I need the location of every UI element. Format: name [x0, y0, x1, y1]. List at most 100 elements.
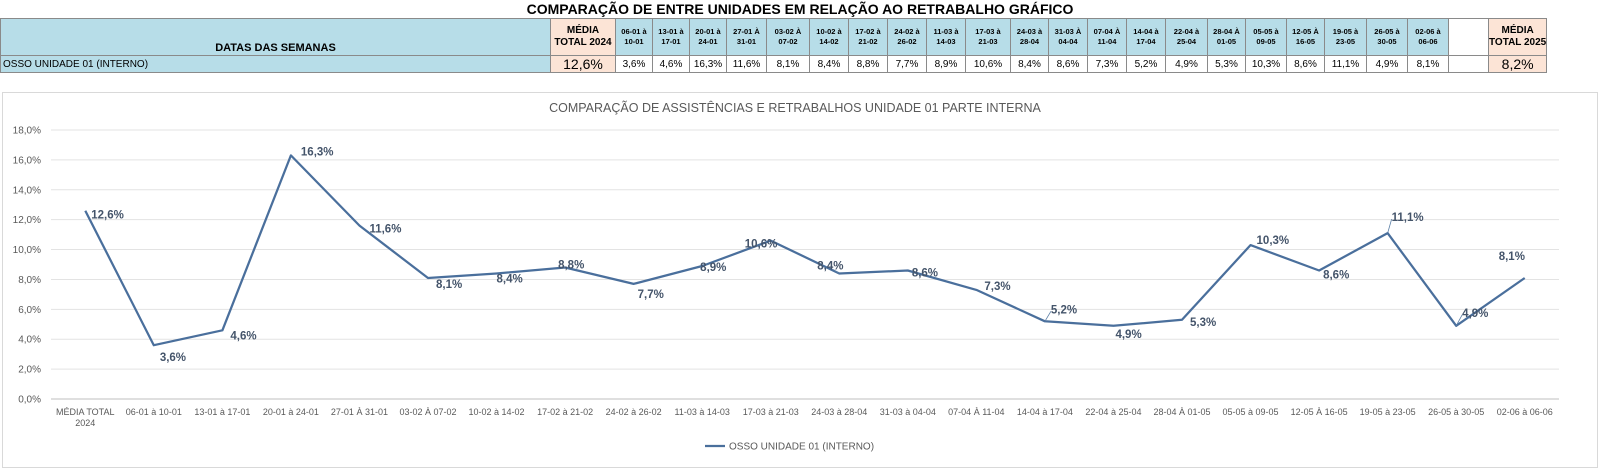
summary-table: DATAS DAS SEMANAS MÉDIA TOTAL 2024 06-01… [0, 18, 1548, 73]
week-header: 14-04 à 17-04 [1126, 18, 1166, 56]
week-header-line: 01-05 [1216, 37, 1237, 46]
avg-2025-header: MÉDIA TOTAL 2025 [1487, 18, 1548, 56]
week-value: 8,8% [848, 55, 888, 73]
data-label: 4,6% [230, 330, 256, 342]
y-tick-label: 2,0% [18, 365, 41, 376]
row-label: OSSO UNIDADE 01 (INTERNO) [0, 55, 551, 73]
week-header-line: 11-03 à [933, 27, 959, 36]
week-header: 03-02 À 07-02 [766, 18, 810, 56]
y-tick-label: 10,0% [13, 245, 41, 256]
week-value: 10,3% [1245, 55, 1287, 73]
data-label: 7,3% [984, 281, 1010, 293]
week-value: 16,3% [689, 55, 727, 73]
week-header: 31-03 À 04-04 [1048, 18, 1088, 56]
week-header-line: 07-04 À [1093, 27, 1121, 36]
week-header: 22-04 à 25-04 [1165, 18, 1208, 56]
week-header-line: 24-03 à [1016, 27, 1043, 36]
week-header-line: 06-01 à [621, 27, 647, 36]
y-tick-label: 12,0% [13, 215, 41, 226]
week-header-line: 13-01 à [658, 27, 684, 36]
x-tick-label: 17-02 à 21-02 [537, 407, 593, 417]
x-tick-label: 28-04 À 01-05 [1153, 407, 1210, 417]
week-value: 8,1% [766, 55, 810, 73]
week-header [1448, 18, 1489, 56]
week-header: 28-04 À 01-05 [1207, 18, 1246, 56]
week-value: 5,2% [1126, 55, 1166, 73]
week-header-line: 17-01 [661, 37, 681, 46]
week-header: 26-05 à 30-05 [1366, 18, 1408, 56]
data-label: 8,8% [558, 259, 584, 271]
week-header: 20-01 à 24-01 [689, 18, 727, 56]
week-header-line: 11-04 [1097, 37, 1117, 46]
data-label-leader [1387, 219, 1393, 234]
week-header-line: 28-04 À [1213, 27, 1240, 36]
week-value: 8,6% [1286, 55, 1325, 73]
week-header-line: 06-06 [1418, 37, 1438, 46]
week-header-line: 26-02 [897, 37, 917, 46]
data-label: 11,1% [1392, 212, 1424, 224]
data-label: 8,1% [1499, 251, 1525, 263]
avg-2025-value: 8,2% [1487, 55, 1548, 73]
y-tick-label: 14,0% [13, 185, 41, 196]
y-tick-label: 8,0% [18, 275, 41, 286]
week-header-line: 25-04 [1176, 37, 1197, 46]
y-tick-label: 18,0% [13, 126, 41, 137]
week-header-line: 17-02 à [855, 27, 881, 36]
data-label: 16,3% [301, 146, 334, 158]
data-label: 8,6% [912, 267, 938, 279]
x-tick-label: 24-03 à 28-04 [811, 407, 867, 417]
week-value: 10,6% [965, 55, 1011, 73]
week-header: 05-05 à 09-05 [1245, 18, 1287, 56]
week-header-line: 31-03 À [1054, 27, 1082, 36]
week-header: 12-05 À 16-05 [1286, 18, 1325, 56]
week-header: 06-01 à 10-01 [615, 18, 653, 56]
week-header-line: 14-03 [936, 37, 956, 46]
chart-area: COMPARAÇÃO DE ASSISTÊNCIAS E RETRABALHOS… [2, 92, 1598, 468]
week-header-line: 31-01 [736, 37, 757, 46]
week-header-line: 10-02 à [816, 27, 842, 36]
week-header: 17-03 à 21-03 [965, 18, 1011, 56]
avg-2024-header-line2: TOTAL 2024 [554, 37, 612, 48]
data-label-leader [833, 269, 840, 274]
data-label: 8,4% [817, 260, 843, 272]
week-value: 7,7% [887, 55, 927, 73]
table-data-row: OSSO UNIDADE 01 (INTERNO) 12,6% 3,6% 4,6%… [0, 55, 1548, 73]
week-value: 8,6% [1048, 55, 1088, 73]
week-header-line: 16-05 [1295, 37, 1316, 46]
data-label: 5,3% [1190, 317, 1216, 329]
week-header-line: 17-03 à [975, 27, 1001, 36]
week-header: 13-01 à 17-01 [652, 18, 690, 56]
line-chart: COMPARAÇÃO DE ASSISTÊNCIAS E RETRABALHOS… [13, 100, 1559, 453]
data-label: 8,9% [700, 262, 726, 274]
week-header-line: 20-01 à [695, 27, 721, 36]
avg-2025-header-line: TOTAL 2025 [1489, 37, 1547, 48]
x-tick-label: 12-05 À 16-05 [1291, 407, 1348, 417]
week-header: 10-02 à 14-02 [809, 18, 849, 56]
data-label: 3,6% [160, 352, 186, 364]
week-value: 4,9% [1366, 55, 1408, 73]
avg-2024-header-line1: MÉDIA [566, 25, 600, 36]
week-header-line: 04-04 [1058, 37, 1078, 46]
week-header-line: 28-04 [1019, 37, 1040, 46]
x-tick-label: 31-03 à 04-04 [880, 407, 936, 417]
data-label: 8,4% [497, 273, 523, 285]
week-header: 19-05 à 23-05 [1324, 18, 1367, 56]
x-tick-label: 24-02 à 26-02 [606, 407, 662, 417]
week-header: 02-06 à 06-06 [1407, 18, 1449, 56]
week-value: 11,1% [1324, 55, 1367, 73]
week-value: 4,6% [652, 55, 690, 73]
x-tick-label: 03-02 À 07-02 [399, 407, 456, 417]
data-label: 4,9% [1115, 329, 1141, 341]
data-label: 7,7% [638, 289, 664, 301]
week-value [1448, 55, 1489, 73]
data-label: 4,9% [1462, 308, 1488, 320]
avg-2025-header-line: MÉDIA [1501, 25, 1534, 36]
week-header-line: 10-01 [624, 37, 644, 46]
week-value: 11,6% [726, 55, 767, 73]
x-tick-label: 14-04 à 17-04 [1017, 407, 1073, 417]
x-tick-label: 02-06 à 06-06 [1497, 407, 1553, 417]
x-tick-label: 22-04 à 25-04 [1085, 407, 1141, 417]
x-tick-label: MÉDIA TOTAL [56, 407, 115, 417]
y-tick-label: 0,0% [18, 395, 41, 406]
week-header-line: 07-02 [778, 37, 798, 46]
